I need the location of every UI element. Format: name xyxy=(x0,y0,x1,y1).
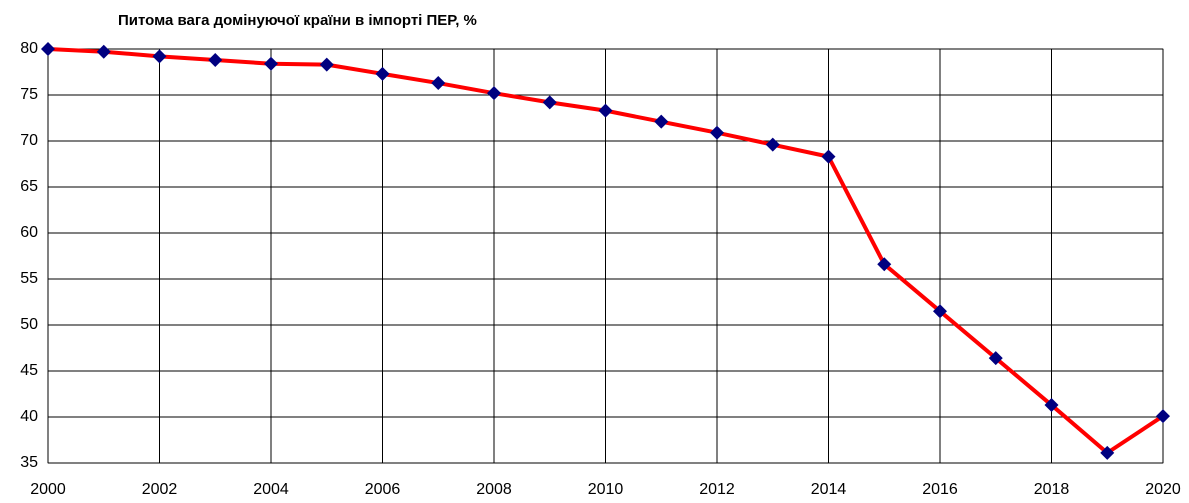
data-point xyxy=(96,44,111,59)
y-tick-label: 70 xyxy=(20,132,38,149)
y-tick-label: 75 xyxy=(20,86,38,103)
data-point xyxy=(654,114,669,129)
data-point xyxy=(208,53,223,68)
data-point xyxy=(375,66,390,81)
y-tick-label: 55 xyxy=(20,270,38,287)
data-point xyxy=(765,137,780,152)
data-point xyxy=(598,103,613,118)
data-point xyxy=(710,125,724,140)
x-tick-label: 2010 xyxy=(588,481,624,498)
y-tick-label: 80 xyxy=(20,40,38,57)
x-tick-label: 2002 xyxy=(142,481,178,498)
data-point xyxy=(41,42,55,56)
data-point xyxy=(487,86,501,101)
x-tick-label: 2016 xyxy=(922,481,958,498)
y-tick-label: 60 xyxy=(20,224,38,241)
data-point xyxy=(877,257,892,272)
y-tick-label: 45 xyxy=(20,362,38,379)
data-point xyxy=(542,95,557,110)
y-tick-label: 65 xyxy=(20,178,38,195)
y-tick-label: 40 xyxy=(20,408,38,425)
x-tick-label: 2020 xyxy=(1145,481,1181,498)
data-point xyxy=(1044,398,1059,413)
data-point xyxy=(1100,445,1115,460)
x-tick-label: 2014 xyxy=(811,481,847,498)
x-tick-label: 2012 xyxy=(699,481,735,498)
data-point xyxy=(152,49,167,64)
x-tick-label: 2000 xyxy=(30,481,66,498)
x-tick-label: 2008 xyxy=(476,481,512,498)
x-tick-label: 2006 xyxy=(365,481,401,498)
x-tick-label: 2004 xyxy=(253,481,289,498)
data-point xyxy=(988,351,1003,366)
x-tick-label: 2018 xyxy=(1034,481,1070,498)
data-point xyxy=(821,149,836,164)
data-point xyxy=(319,57,334,72)
data-point xyxy=(264,56,278,71)
data-point xyxy=(933,304,947,319)
data-point xyxy=(1156,409,1170,424)
y-tick-label: 35 xyxy=(20,454,38,471)
data-point xyxy=(431,76,446,91)
chart-title: Питома вага домінуючої країни в імпорті … xyxy=(118,12,477,29)
y-tick-label: 50 xyxy=(20,316,38,333)
